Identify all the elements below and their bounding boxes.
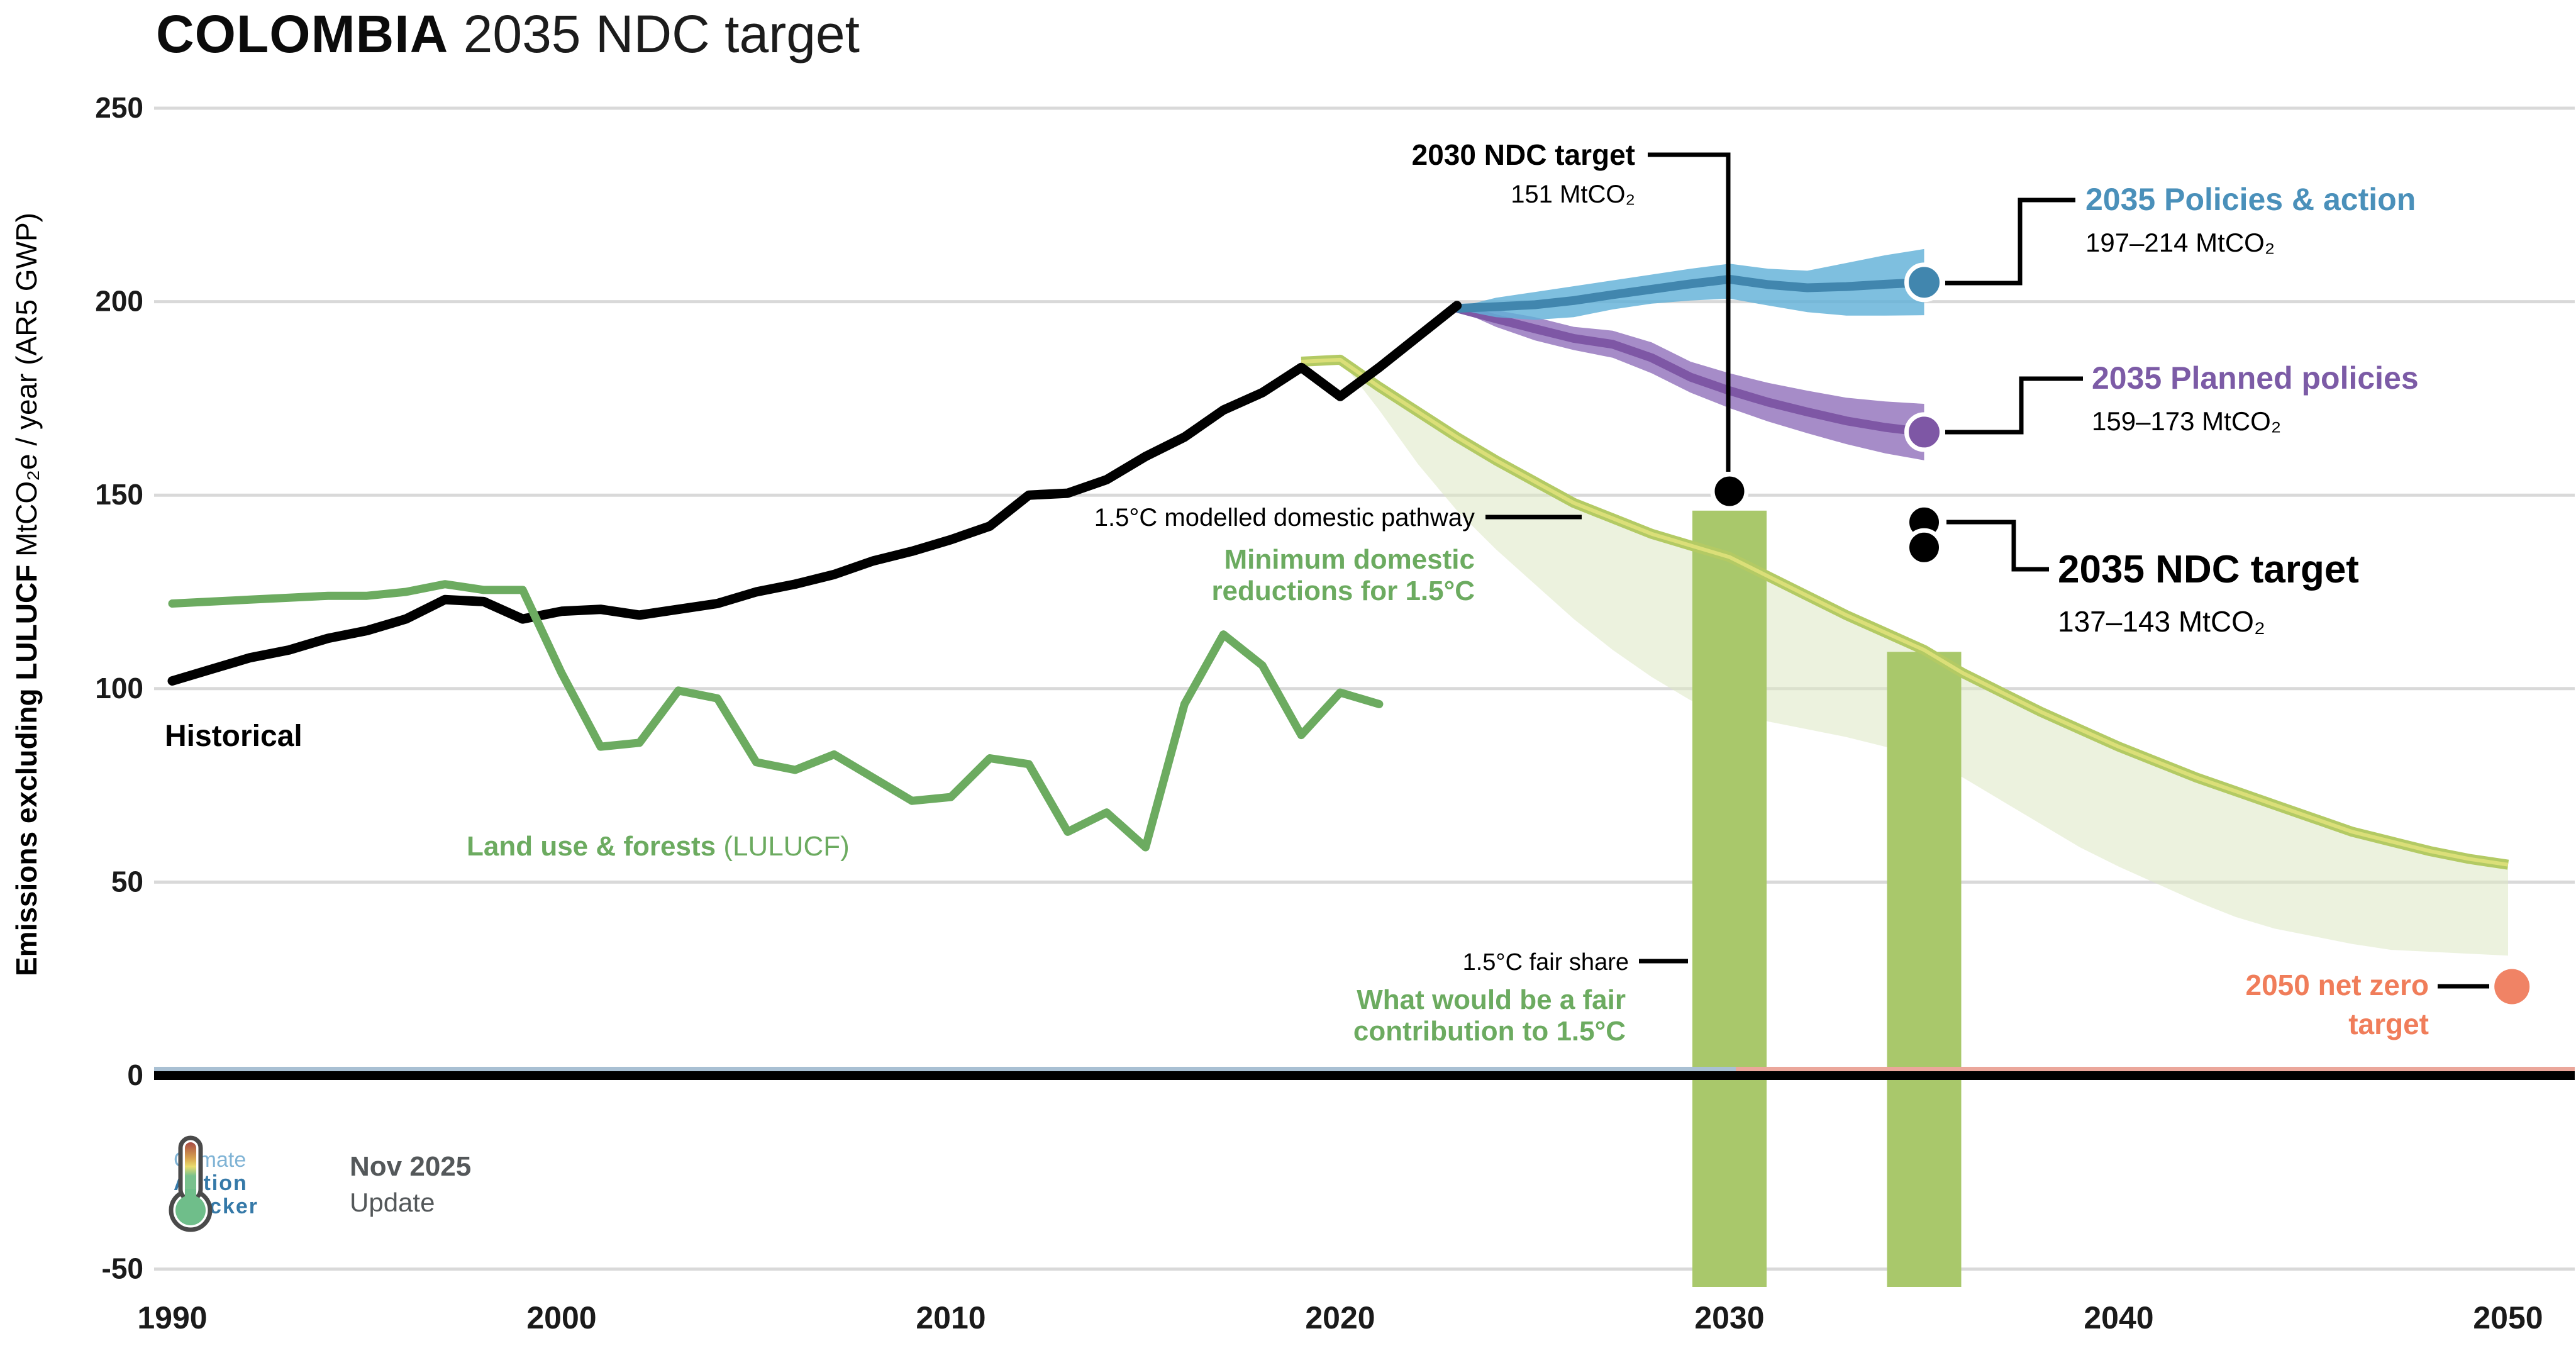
label-2050-net-zero-target-line-1: 2050 net zero [2246, 969, 2429, 1001]
label-2035-ndc-target-connector [1946, 520, 2049, 572]
label-2035-policies-action-line-1: 2035 Policies & action [2085, 182, 2416, 217]
label-2050-net-zero-target-span: 2050 net zero [2246, 969, 2429, 1001]
lulucf [168, 580, 1384, 852]
label-fair-share-span: 1.5°C fair share [1463, 949, 1629, 976]
label-fair-contribution-line-2: contribution to 1.5°C [1353, 1016, 1626, 1047]
x-tick-2020: 2020 [1305, 1300, 1375, 1335]
label-2035-ndc-target-line-2: 137–143 MtCO₂ [2058, 605, 2265, 638]
policies-action-band-center [1457, 274, 1924, 313]
label-2035-planned-policies-line-1: 2035 Planned policies [2092, 360, 2419, 396]
x-tick-2000: 2000 [526, 1300, 596, 1335]
label-2035-planned-policies-line-2: 159–173 MtCO₂ [2092, 406, 2281, 436]
label-modelled-domestic-pathway-span: 1.5°C modelled domestic pathway [1094, 504, 1475, 532]
y-axis-title-regular: MtCO₂e / year (AR5 GWP) [10, 213, 43, 565]
label-minimum-domestic-reductions-span: Minimum domestic [1224, 544, 1475, 575]
label-fair-contribution-span: contribution to 1.5°C [1353, 1016, 1626, 1047]
page-title-subject: 2035 NDC target [463, 4, 860, 64]
y-tick-250: 250 [95, 91, 143, 124]
dot-2050-net-zero-target [2494, 969, 2530, 1005]
planned-policies-band [1457, 307, 1924, 460]
dot-2035-ndc-lower [1905, 528, 1943, 567]
page-title: COLOMBIA 2035 NDC target [156, 4, 860, 65]
zero-accent-blue [154, 1067, 1736, 1072]
update-word: Update [350, 1188, 435, 1217]
x-tick-2030: 2030 [1694, 1300, 1764, 1335]
label-fair-share-line-1: 1.5°C fair share [1463, 949, 1629, 976]
label-2050-net-zero-target-line-2: target [2348, 1008, 2429, 1040]
label-2035-policies-action-connector [1945, 198, 2075, 286]
label-lulucf-span: Land use & forests [467, 831, 723, 862]
label-2050-net-zero-target-span: target [2348, 1008, 2429, 1040]
label-2030-ndc-target-line-2: 151 MtCO₂ [1511, 181, 1635, 208]
update-block: Nov 2025 Update [350, 1151, 471, 1218]
label-2035-ndc-target-span: 137–143 MtCO₂ [2058, 605, 2265, 638]
update-date: Nov 2025 [350, 1151, 472, 1182]
y-tick-100: 100 [95, 672, 143, 704]
label-lulucf-line-1: Land use & forests (LULUCF) [467, 831, 850, 862]
y-tick-150: 150 [95, 478, 143, 511]
label-modelled-domestic-pathway-line-1: 1.5°C modelled domestic pathway [1094, 504, 1475, 532]
label-minimum-domestic-reductions-span: reductions for 1.5°C [1211, 576, 1475, 606]
label-2030-ndc-target-line-1: 2030 NDC target [1412, 138, 1635, 171]
cat-logo: Climate Action Tracker [165, 1135, 258, 1232]
modelled-domestic-pathway-core [1301, 357, 2509, 867]
page-title-country: COLOMBIA [156, 4, 449, 64]
x-tick-1990: 1990 [137, 1300, 207, 1335]
label-fair-contribution-span: What would be a fair [1357, 984, 1626, 1015]
y-tick-0: 0 [127, 1059, 143, 1091]
label-2035-policies-action-line-2: 197–214 MtCO₂ [2085, 228, 2275, 257]
zero-accent-salmon [1736, 1067, 2575, 1072]
fair-share-bar-2030 [1692, 510, 1767, 1287]
x-tick-2040: 2040 [2084, 1300, 2153, 1335]
label-2035-planned-policies-connector [1945, 376, 2083, 435]
label-2030-ndc-target-connector [1648, 152, 1731, 472]
label-2035-ndc-target-line-1: 2035 NDC target [2058, 548, 2359, 591]
label-2030-ndc-target-span: 2030 NDC target [1412, 138, 1635, 171]
dot-2035-policies-action [1904, 262, 1944, 303]
dot-2030-ndc-target [1710, 472, 1749, 511]
thermometer-icon [169, 1135, 213, 1232]
label-fair-contribution-line-1: What would be a fair [1357, 984, 1626, 1015]
label-historical-span: Historical [165, 720, 303, 753]
label-2035-policies-action-span: 2035 Policies & action [2085, 182, 2416, 217]
y-tick-200: 200 [95, 285, 143, 318]
x-tick-2010: 2010 [916, 1300, 985, 1335]
y-axis-title-bold: Emissions excluding LULUCF [10, 565, 43, 976]
label-minimum-domestic-reductions-line-2: reductions for 1.5°C [1211, 576, 1475, 606]
x-tick-2050: 2050 [2473, 1300, 2543, 1335]
y-tick-50: 50 [111, 865, 143, 898]
y-axis-title: Emissions excluding LULUCF MtCO₂e / year… [10, 213, 43, 976]
label-lulucf-span: (LULUCF) [723, 831, 849, 862]
zero-axis-line [154, 1071, 2575, 1080]
label-2035-planned-policies-span: 159–173 MtCO₂ [2092, 406, 2281, 436]
fair-share-bar-2035 [1887, 652, 1962, 1287]
label-2035-ndc-target-span: 2035 NDC target [2058, 548, 2359, 591]
label-2030-ndc-target-span: 151 MtCO₂ [1511, 181, 1635, 208]
label-historical-line-1: Historical [165, 720, 303, 753]
planned-policies-band-center [1455, 304, 1925, 437]
label-2035-planned-policies-span: 2035 Planned policies [2092, 360, 2419, 396]
historical-emissions [167, 301, 1462, 686]
label-2035-policies-action-span: 197–214 MtCO₂ [2085, 228, 2275, 257]
dot-2035-planned-policies [1904, 412, 1944, 452]
label-minimum-domestic-reductions-line-1: Minimum domestic [1224, 544, 1475, 575]
y-tick--50: -50 [102, 1252, 143, 1285]
